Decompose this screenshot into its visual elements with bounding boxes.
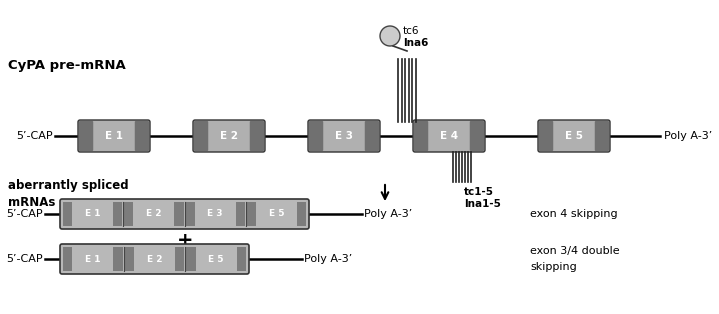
Text: tc1-5: tc1-5 (464, 187, 494, 197)
Text: E 3: E 3 (207, 209, 223, 219)
Text: CyPA pre-mRNA: CyPA pre-mRNA (8, 59, 126, 73)
Bar (124, 202, 134, 226)
FancyBboxPatch shape (249, 121, 264, 151)
Text: E 2: E 2 (147, 255, 162, 263)
Text: 5’-CAP: 5’-CAP (6, 254, 43, 264)
Bar (114, 247, 123, 271)
Text: Poly A-3’: Poly A-3’ (664, 131, 713, 141)
Bar (113, 202, 122, 226)
Text: E 2: E 2 (220, 131, 238, 141)
Text: E 2: E 2 (146, 209, 162, 219)
Text: E 1: E 1 (85, 255, 101, 263)
Text: 5’-CAP: 5’-CAP (17, 131, 53, 141)
Circle shape (380, 26, 400, 46)
FancyBboxPatch shape (539, 121, 553, 151)
FancyBboxPatch shape (595, 121, 609, 151)
Text: E 5: E 5 (269, 209, 284, 219)
Text: E 4: E 4 (440, 131, 458, 141)
FancyBboxPatch shape (309, 121, 324, 151)
Bar (186, 247, 196, 271)
FancyBboxPatch shape (413, 120, 485, 152)
Bar (63, 202, 72, 226)
Bar (63, 247, 72, 271)
FancyBboxPatch shape (134, 121, 149, 151)
Text: mRNAs: mRNAs (8, 196, 55, 208)
Bar (174, 202, 183, 226)
Bar (236, 202, 244, 226)
Bar (175, 247, 184, 271)
Bar (237, 247, 246, 271)
Text: E 5: E 5 (565, 131, 583, 141)
FancyBboxPatch shape (470, 121, 484, 151)
Text: E 5: E 5 (209, 255, 224, 263)
Text: E 1: E 1 (105, 131, 123, 141)
Bar (124, 247, 134, 271)
FancyBboxPatch shape (194, 121, 209, 151)
Text: skipping: skipping (530, 262, 577, 272)
FancyBboxPatch shape (78, 120, 150, 152)
Text: tc6: tc6 (403, 26, 419, 36)
FancyBboxPatch shape (60, 244, 249, 274)
Text: lna1-5: lna1-5 (464, 199, 501, 209)
Bar (297, 202, 306, 226)
Text: aberrantly spliced: aberrantly spliced (8, 180, 129, 192)
Text: E 3: E 3 (335, 131, 353, 141)
Bar (247, 202, 256, 226)
FancyBboxPatch shape (79, 121, 93, 151)
FancyBboxPatch shape (414, 121, 429, 151)
Text: 5’-CAP: 5’-CAP (6, 209, 43, 219)
Text: +: + (177, 230, 193, 250)
FancyBboxPatch shape (365, 121, 379, 151)
FancyBboxPatch shape (60, 199, 309, 229)
Text: Poly A-3’: Poly A-3’ (304, 254, 352, 264)
Text: exon 4 skipping: exon 4 skipping (530, 209, 618, 219)
Text: E 1: E 1 (85, 209, 101, 219)
Text: exon 3/4 double: exon 3/4 double (530, 246, 620, 256)
FancyBboxPatch shape (193, 120, 265, 152)
FancyBboxPatch shape (538, 120, 610, 152)
Text: Poly A-3’: Poly A-3’ (364, 209, 412, 219)
FancyBboxPatch shape (308, 120, 380, 152)
Text: lna6: lna6 (403, 38, 429, 48)
Bar (186, 202, 195, 226)
